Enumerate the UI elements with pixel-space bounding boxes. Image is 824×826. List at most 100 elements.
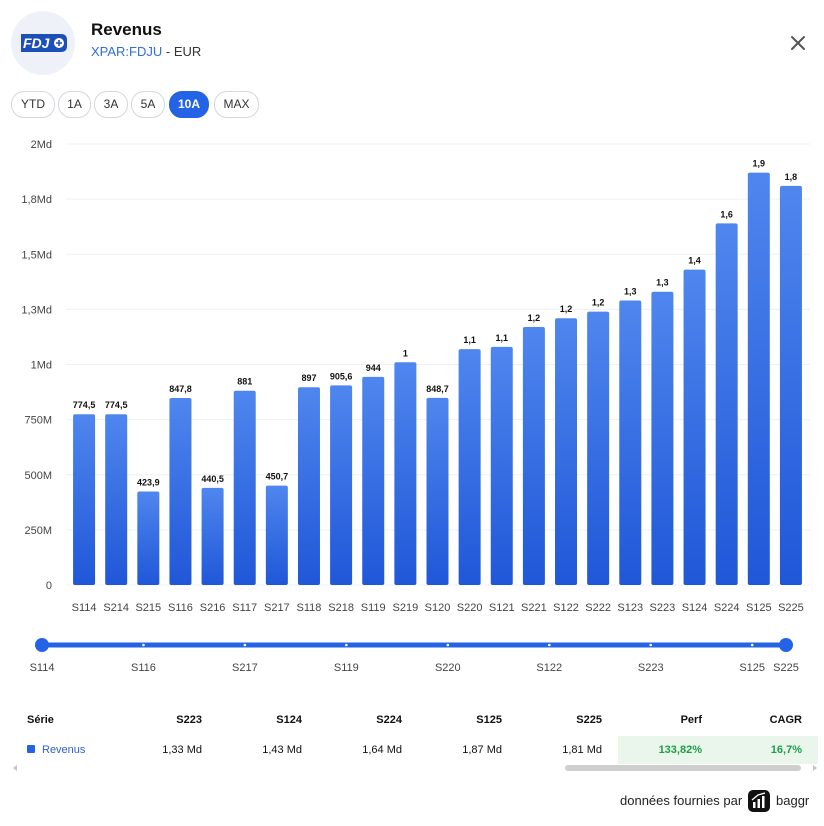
range-slider[interactable]: S114 S116 S217 S119 S220 S122 S223 S125 S225: [0, 630, 824, 680]
range-button-1a[interactable]: 1A: [58, 91, 91, 118]
scrollbar-thumb[interactable]: [565, 765, 801, 771]
x-tick-label: S214: [103, 602, 129, 614]
bar-s124[interactable]: [683, 269, 706, 585]
x-tick-label: S123: [617, 602, 643, 614]
slider-handle-end[interactable]: [779, 638, 793, 652]
y-tick-label: 1,5Md: [21, 249, 52, 261]
range-button-5a[interactable]: 5A: [131, 91, 165, 118]
scroll-right-icon[interactable]: [813, 765, 817, 771]
data-label: 1,2: [560, 304, 573, 314]
slider-handle-start[interactable]: [35, 638, 49, 652]
bar-s120[interactable]: [426, 397, 449, 585]
x-tick-label: S119: [361, 602, 386, 614]
bar-s116[interactable]: [169, 398, 192, 585]
bar-s220[interactable]: [458, 349, 481, 585]
fdj-logo-icon: FDJ: [21, 34, 67, 52]
data-label: 1,3: [656, 278, 669, 288]
close-button[interactable]: [786, 31, 810, 55]
bar-s125[interactable]: [747, 172, 770, 585]
value-s223: 1,33 Md: [162, 744, 202, 756]
x-tick-label: S215: [135, 602, 161, 614]
close-icon: [791, 36, 805, 50]
range-button-3a[interactable]: 3A: [94, 91, 128, 118]
x-tick-label: S125: [746, 602, 772, 614]
x-tick-label: S220: [457, 602, 483, 614]
data-label: 450,7: [266, 472, 289, 482]
series-name: Revenus: [42, 744, 86, 756]
x-tick-label: S219: [393, 602, 419, 614]
bar-s222[interactable]: [587, 311, 610, 585]
value-s125: 1,87 Md: [462, 744, 502, 756]
slider-label: S116: [131, 662, 156, 674]
value-s225: 1,81 Md: [562, 744, 602, 756]
baggr-brand-name[interactable]: baggr: [776, 793, 810, 808]
y-tick-label: 500M: [24, 470, 52, 482]
bar-s121[interactable]: [490, 346, 513, 585]
bar-s216[interactable]: [201, 487, 224, 585]
bar-s219[interactable]: [394, 362, 417, 585]
data-label: 1,9: [753, 159, 766, 169]
bar-s215[interactable]: [137, 491, 160, 585]
scroll-left-icon[interactable]: [13, 765, 17, 771]
footer-text: données fournies par: [620, 793, 743, 808]
data-label: 847,8: [169, 384, 192, 394]
bar-s223[interactable]: [651, 291, 674, 585]
data-label: 1,6: [720, 209, 733, 219]
data-label: 774,5: [105, 400, 128, 410]
x-tick-label: S116: [168, 602, 193, 614]
y-tick-label: 0: [46, 580, 52, 592]
slider-tick: [446, 643, 450, 647]
slider-tick: [547, 643, 551, 647]
y-tick-label: 1,3Md: [21, 304, 52, 316]
header-s223: S223: [176, 714, 202, 726]
range-button-max[interactable]: MAX: [214, 91, 259, 118]
header-serie: Série: [27, 714, 54, 726]
slider-tick: [243, 643, 247, 647]
slider-tick: [649, 643, 653, 647]
currency-separator: -: [162, 44, 174, 59]
slider-tick: [142, 643, 145, 647]
x-tick-label: S121: [489, 602, 515, 614]
baggr-logo-icon[interactable]: [748, 790, 770, 812]
x-tick-label: S120: [425, 602, 451, 614]
svg-text:FDJ: FDJ: [23, 35, 51, 51]
bar-s221[interactable]: [522, 327, 545, 585]
series-color-swatch: [27, 745, 35, 753]
bar-s214[interactable]: [105, 414, 128, 585]
bar-s218[interactable]: [330, 385, 353, 585]
header-cagr: CAGR: [769, 714, 802, 726]
ticker-link[interactable]: XPAR:FDJU: [91, 44, 163, 59]
bar-s224[interactable]: [715, 223, 738, 585]
bar-s114[interactable]: [73, 414, 96, 585]
slider-label: S122: [536, 662, 562, 674]
data-label: 1,1: [496, 333, 509, 343]
x-tick-label: S122: [553, 602, 579, 614]
bar-s122[interactable]: [555, 318, 578, 585]
x-tick-label: S117: [232, 602, 257, 614]
data-label: 897: [301, 373, 316, 383]
data-label: 774,5: [73, 400, 96, 410]
horizontal-scrollbar[interactable]: [12, 764, 818, 772]
bar-s118[interactable]: [297, 387, 320, 585]
table-header-row: Série S223 S124 S224 S125 S225 Perf CAGR: [0, 706, 824, 734]
slider-label: S119: [334, 662, 359, 674]
cagr-cell: 16,7%: [718, 736, 818, 764]
x-tick-label: S222: [585, 602, 611, 614]
data-label: 1,2: [592, 298, 605, 308]
slider-label: S225: [773, 662, 799, 674]
bar-s119[interactable]: [362, 376, 385, 585]
data-label: 1,4: [688, 256, 701, 266]
header-s224: S224: [376, 714, 402, 726]
range-button-10a[interactable]: 10A: [169, 91, 209, 118]
bar-s117[interactable]: [233, 390, 256, 585]
series-cell[interactable]: Revenus: [27, 736, 85, 764]
perf-value: 133,82%: [658, 744, 702, 756]
page-title: Revenus: [91, 20, 162, 39]
bar-s225[interactable]: [779, 185, 802, 585]
range-button-ytd[interactable]: YTD: [11, 91, 55, 118]
bar-s123[interactable]: [619, 300, 642, 585]
table-row: Revenus 1,33 Md 1,43 Md 1,64 Md 1,87 Md …: [0, 736, 824, 764]
bar-s217[interactable]: [265, 485, 288, 585]
slider-label: S223: [638, 662, 664, 674]
data-label: 881: [237, 377, 252, 387]
